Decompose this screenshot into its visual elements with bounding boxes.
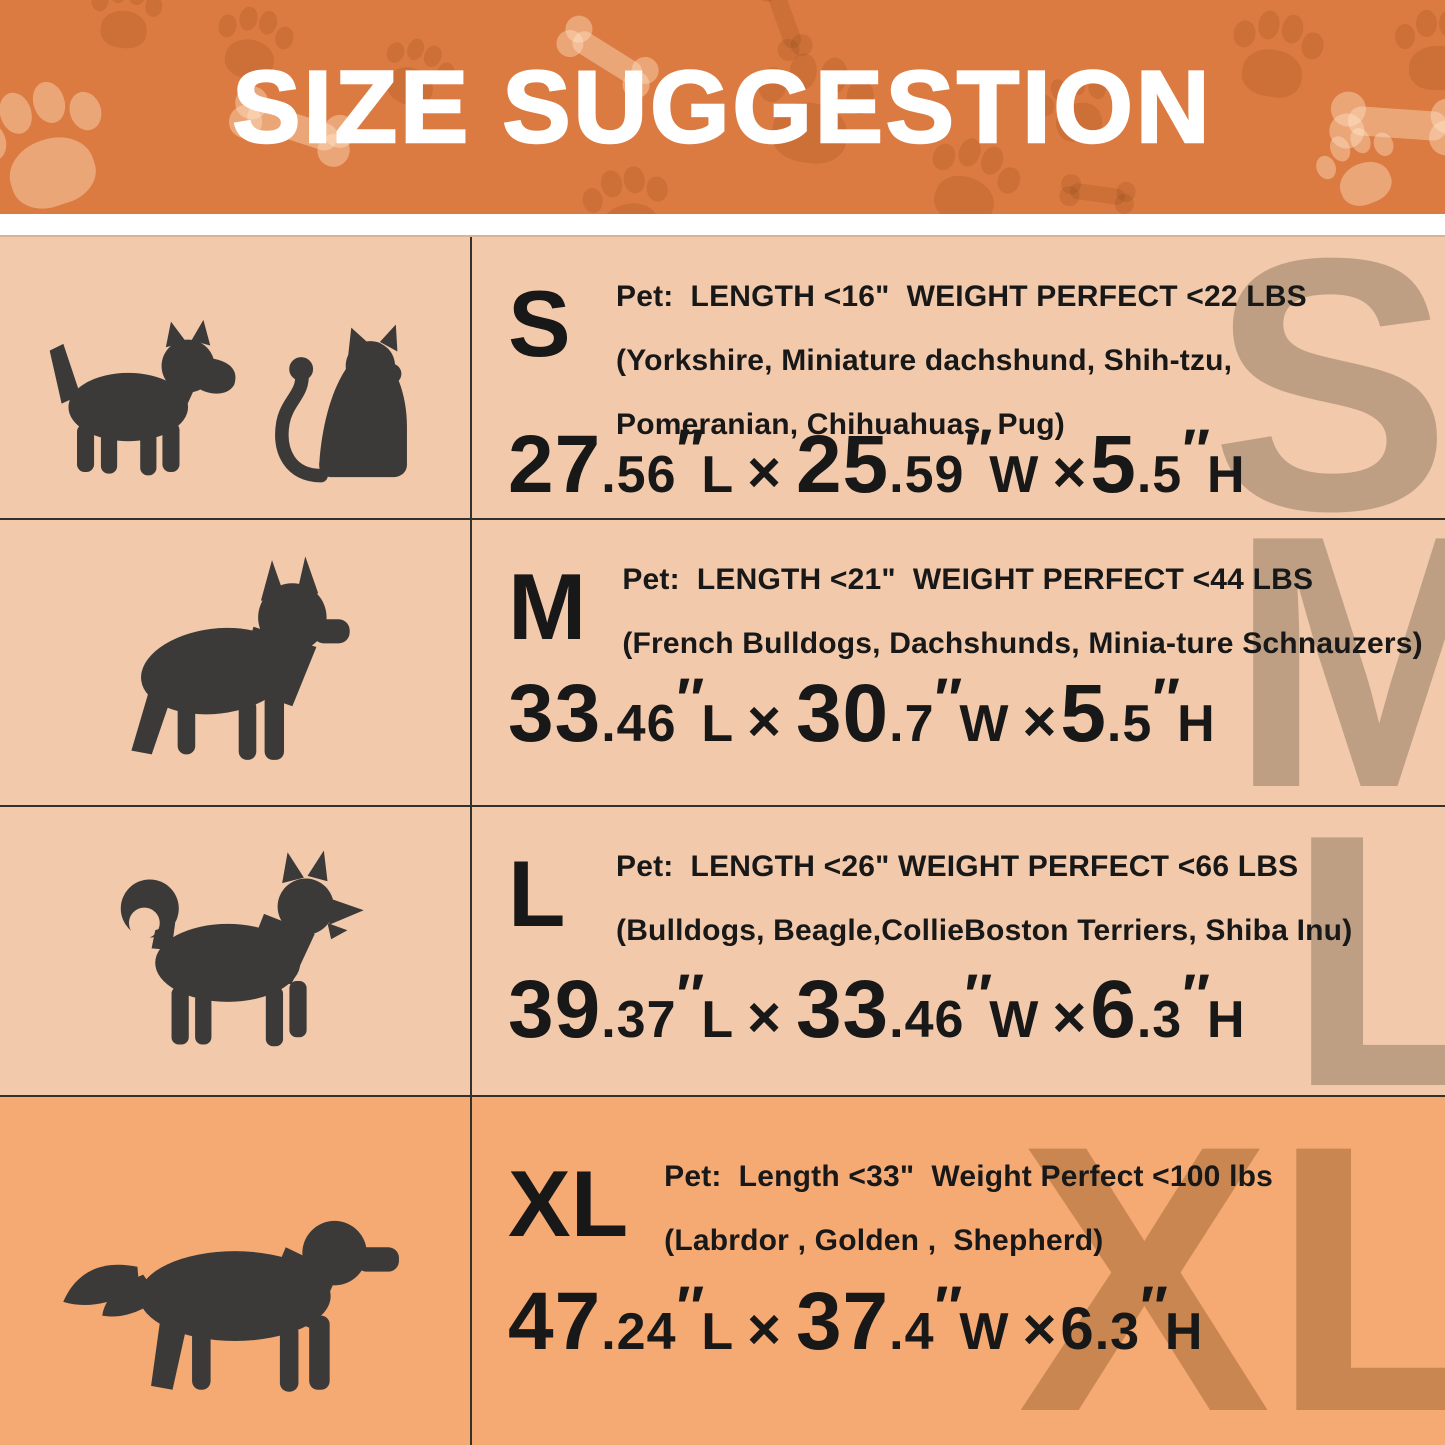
bed-dimensions: 27.56″L × 25.59″W ×5.5″H (508, 418, 1245, 510)
inch-mark: ″ (934, 667, 963, 732)
watermark-letter: S (1210, 237, 1445, 518)
paw-icon (87, 0, 164, 55)
inch-mark: ″ (964, 418, 992, 483)
pet-spec: Pet: LENGTH <21" WEIGHT PERFECT <44 LBS (622, 563, 1314, 596)
small-terrier-dog-icon (49, 319, 236, 476)
size-row-l: L L Pet: LENGTH <26" WEIGHT PERFECT <66 … (0, 805, 1445, 1095)
boston-terrier-dog-icon (131, 556, 350, 760)
times-sign: × (1022, 689, 1058, 754)
breed-list: (Labrdor , Golden , Shepherd) (664, 1224, 1104, 1257)
inch-mark: ″ (1182, 963, 1210, 1028)
size-row-m: M M Pet: LENGTH <21" WEIGHT PERFECT <44 … (0, 518, 1445, 805)
inch-mark: ″ (676, 667, 705, 732)
watermark-letter: XL (1017, 1095, 1445, 1445)
inch-mark: ″ (1182, 418, 1210, 483)
row-xl-animals (0, 1097, 472, 1445)
watermark-letter: L (1287, 807, 1445, 1095)
row-l-details: L L Pet: LENGTH <26" WEIGHT PERFECT <66 … (472, 807, 1445, 1095)
size-row-s: S S Pet: LENGTH <16" WEIGHT PERFECT <22 … (0, 237, 1445, 518)
size-label: M (508, 554, 587, 659)
times-sign: × (747, 1297, 782, 1362)
row-s-details: S S Pet: LENGTH <16" WEIGHT PERFECT <22 … (472, 237, 1445, 518)
pet-spec: Pet: Length <33" Weight Perfect <100 lbs (664, 1160, 1274, 1193)
bed-dimensions: 47.24″L × 37.4″W ×6.3″H (508, 1275, 1203, 1367)
page-title: SIZE SUGGESTION (231, 48, 1213, 165)
times-sign: × (747, 689, 782, 754)
paw-icon (578, 161, 676, 214)
row-m-animals (0, 520, 472, 805)
paw-bone-pattern (0, 0, 1445, 214)
paw-icon (0, 68, 127, 214)
inch-mark: ″ (676, 1275, 705, 1340)
row-s-animals (0, 237, 472, 518)
bone-icon (1058, 172, 1137, 214)
header: SIZE SUGGESTION (0, 0, 1445, 214)
row-m-details: M M Pet: LENGTH <21" WEIGHT PERFECT <44 … (472, 520, 1445, 805)
times-sign: × (1052, 985, 1088, 1050)
inch-mark: ″ (676, 418, 705, 483)
shiba-dog-icon (120, 850, 364, 1047)
times-sign: × (1022, 1297, 1058, 1362)
bone-icon (1328, 90, 1445, 157)
cat-icon (275, 324, 407, 483)
header-divider (0, 214, 1445, 237)
inch-mark: ″ (1140, 1275, 1168, 1340)
breed-list: (French Bulldogs, Dachshunds, Minia-ture… (622, 627, 1423, 660)
inch-mark: ″ (1152, 667, 1180, 732)
golden-retriever-dog-icon (63, 1220, 399, 1392)
row-xl-details: XL XL Pet: Length <33" Weight Perfect <1… (472, 1097, 1445, 1445)
size-label: L (508, 841, 566, 946)
inch-mark: ″ (964, 963, 992, 1028)
watermark-letter: M (1229, 520, 1445, 805)
breed-list: (Yorkshire, Miniature dachshund, Shih-tz… (616, 344, 1233, 441)
times-sign: × (747, 985, 782, 1050)
size-label: S (508, 271, 571, 376)
inch-mark: ″ (676, 963, 705, 1028)
size-row-xl: XL XL Pet: Length <33" Weight Perfect <1… (0, 1095, 1445, 1445)
paw-icon (1223, 5, 1327, 109)
paw-icon (1395, 10, 1445, 95)
pet-spec: Pet: LENGTH <26" WEIGHT PERFECT <66 LBS (616, 850, 1299, 883)
pet-spec: Pet: LENGTH <16" WEIGHT PERFECT <22 LBS (616, 280, 1307, 313)
inch-mark: ″ (934, 1275, 963, 1340)
bed-dimensions: 39.37″L × 33.46″W ×6.3″H (508, 963, 1245, 1055)
row-l-animals (0, 807, 472, 1095)
times-sign: × (747, 440, 782, 505)
breed-list: (Bulldogs, Beagle,CollieBoston Terriers,… (616, 914, 1353, 947)
size-label: XL (508, 1151, 629, 1256)
times-sign: × (1052, 440, 1088, 505)
bed-dimensions: 33.46″L × 30.7″W ×5.5″H (508, 667, 1215, 759)
